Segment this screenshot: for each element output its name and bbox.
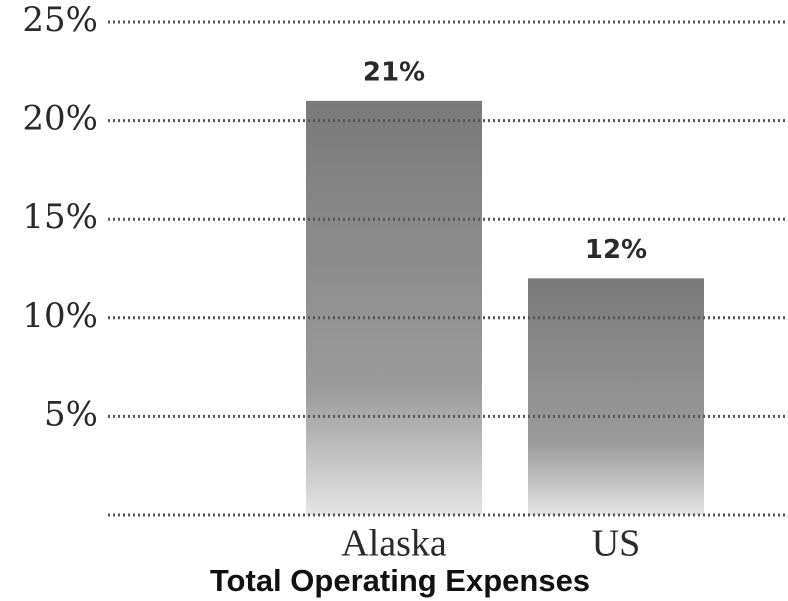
x-axis-label: Total Operating Expenses: [210, 563, 590, 598]
bar: [528, 278, 704, 515]
x-tick-label: Alaska: [341, 523, 447, 565]
y-tick-label: 25%: [22, 0, 98, 40]
y-tick-label: 10%: [22, 296, 98, 336]
value-label: 21%: [363, 57, 425, 87]
y-tick-label: 15%: [22, 197, 98, 237]
y-tick-label: 5%: [44, 394, 98, 434]
x-tick-label: US: [592, 523, 641, 565]
bar: [306, 100, 482, 515]
value-label: 12%: [585, 235, 647, 265]
y-tick-label: 20%: [22, 99, 98, 139]
